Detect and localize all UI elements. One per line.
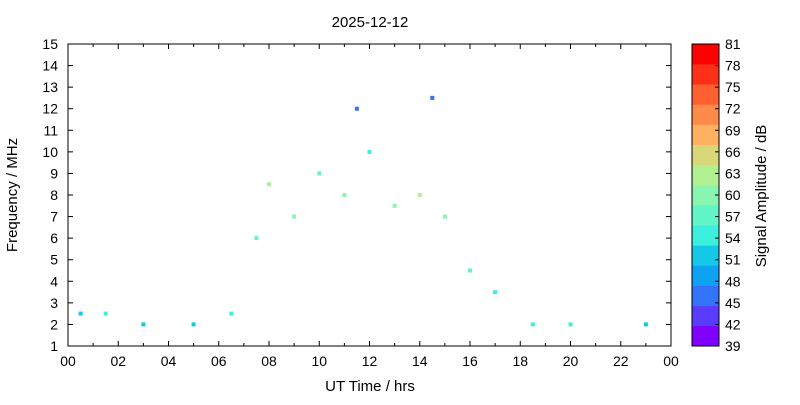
colorbar-segment xyxy=(692,124,719,145)
y-tick-label: 7 xyxy=(50,209,58,225)
heatmap-cell xyxy=(141,322,146,327)
colorbar-tick-label: 66 xyxy=(725,144,741,160)
y-tick-label: 9 xyxy=(50,165,58,181)
colorbar-segment xyxy=(692,285,719,307)
y-tick-label: 1 xyxy=(50,338,58,354)
y-tick-label: 6 xyxy=(50,230,58,246)
heatmap-cell xyxy=(78,311,83,316)
heatmap-cell xyxy=(342,193,347,197)
x-tick-label: 06 xyxy=(211,353,227,369)
colorbar-tick-label: 51 xyxy=(725,252,741,268)
y-tick-label: 15 xyxy=(42,36,58,52)
heatmap-cell xyxy=(468,268,472,273)
colorbar-segment xyxy=(692,64,719,85)
colorbar-label: Signal Amplitude / dB xyxy=(753,125,770,268)
y-tick-label: 8 xyxy=(50,187,58,203)
x-tick-label: 00 xyxy=(663,353,679,369)
colorbar-tick-label: 63 xyxy=(725,165,741,181)
y-tick-label: 3 xyxy=(50,295,58,311)
heatmap-cell xyxy=(392,203,397,208)
x-tick-label: 10 xyxy=(311,353,327,369)
colorbar-segment xyxy=(692,305,719,327)
heatmap-cell xyxy=(430,95,435,100)
heatmap-cell xyxy=(103,311,108,316)
colorbar-segment xyxy=(692,245,719,266)
heatmap-cell xyxy=(530,322,535,327)
colorbar-tick-label: 42 xyxy=(725,316,741,332)
heatmap-cell xyxy=(292,214,297,219)
heatmap-cell xyxy=(493,290,498,295)
colorbar-tick-label: 81 xyxy=(725,36,741,52)
colorbar-segment xyxy=(692,265,719,286)
colorbar-tick-label: 57 xyxy=(725,209,741,225)
heatmap-cell xyxy=(254,236,259,241)
heatmap-cell xyxy=(643,322,648,327)
x-axis: 00 02 04 06 08 10 12 14 16 18 20 22 00 xyxy=(60,44,679,369)
x-tick-label: 20 xyxy=(563,353,579,369)
chart-title: 2025-12-12 xyxy=(332,14,409,31)
colorbar-tick-label: 54 xyxy=(725,230,741,246)
colorbar-tick-label: 75 xyxy=(725,79,741,95)
colorbar-segment xyxy=(692,225,719,246)
y-tick-label: 10 xyxy=(42,144,58,160)
y-axis-label: Frequency / MHz xyxy=(4,138,21,252)
y-tick-label: 4 xyxy=(50,273,58,289)
x-tick-label: 02 xyxy=(110,353,126,369)
plot-frame xyxy=(67,43,672,347)
colorbar-segment xyxy=(692,44,719,65)
heatmap-cell xyxy=(354,106,359,111)
heatmap-cell xyxy=(568,322,573,327)
colorbar: 39 42 45 48 51 54 57 60 63 66 69 72 75 78 81 xyxy=(691,36,741,354)
heatmap-cell xyxy=(229,311,234,316)
x-tick-label: 08 xyxy=(261,353,277,369)
heatmap-cell xyxy=(191,322,196,327)
colorbar-tick-label: 69 xyxy=(725,122,741,138)
x-tick-label: 00 xyxy=(60,353,76,369)
x-tick-label: 16 xyxy=(462,353,478,369)
y-tick-label: 12 xyxy=(42,101,58,117)
heatmap-cells xyxy=(78,95,648,327)
colorbar-tick-label: 60 xyxy=(725,187,741,203)
heatmap-cell xyxy=(267,182,271,187)
heatmap-cell xyxy=(417,193,422,197)
heatmap-cell xyxy=(317,171,322,176)
colorbar-segment xyxy=(692,205,719,226)
colorbar-segment xyxy=(692,325,719,347)
x-tick-label: 12 xyxy=(362,353,378,369)
y-tick-label: 14 xyxy=(42,58,58,74)
y-tick-label: 11 xyxy=(43,122,58,138)
heatmap-cell xyxy=(442,214,447,219)
colorbar-tick-label: 45 xyxy=(725,295,741,311)
colorbar-tick-label: 39 xyxy=(725,338,741,354)
colorbar-segment xyxy=(692,84,719,105)
colorbar-tick-label: 72 xyxy=(725,101,741,117)
heatmap-cell xyxy=(367,149,372,154)
x-tick-label: 14 xyxy=(412,353,428,369)
x-axis-label: UT Time / hrs xyxy=(325,378,415,395)
colorbar-tick-label: 78 xyxy=(725,58,741,74)
colorbar-tick-label: 48 xyxy=(725,273,741,289)
colorbar-segment xyxy=(692,184,719,206)
colorbar-segment xyxy=(692,164,719,186)
y-tick-label: 5 xyxy=(50,252,58,268)
x-tick-label: 18 xyxy=(512,353,528,369)
y-tick-label: 13 xyxy=(42,79,58,95)
x-tick-label: 22 xyxy=(613,353,629,369)
y-tick-label: 2 xyxy=(50,316,58,332)
x-tick-label: 04 xyxy=(161,353,177,369)
colorbar-segment xyxy=(692,144,719,166)
colorbar-segment xyxy=(692,104,719,125)
